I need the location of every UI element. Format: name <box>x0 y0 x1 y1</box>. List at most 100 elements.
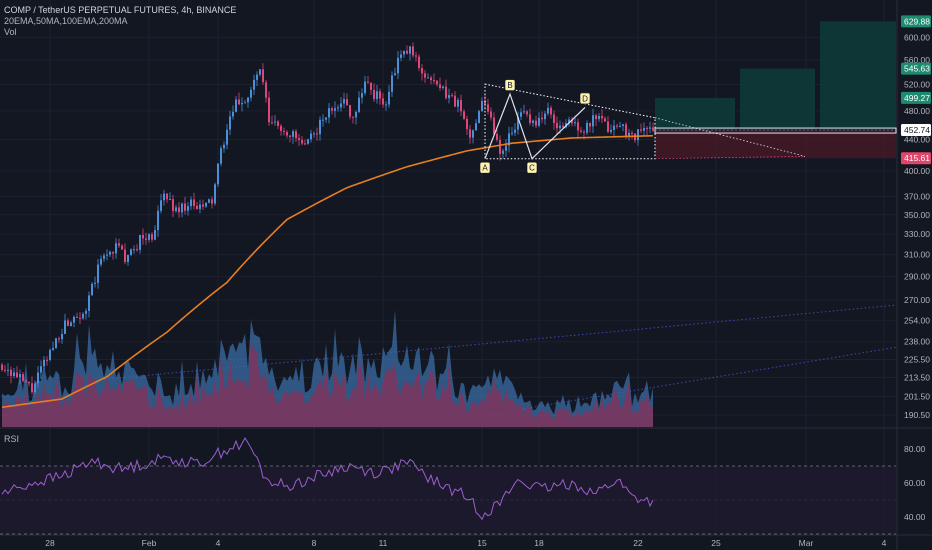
price-axis[interactable]: 600.00 560.00 520.00 480.00 440.00 400.00 370.… <box>904 32 930 420</box>
candle[interactable] <box>364 75 366 96</box>
pattern-point-c[interactable]: C <box>526 161 538 174</box>
candle[interactable] <box>325 117 327 123</box>
candle[interactable] <box>214 182 216 206</box>
candle[interactable] <box>163 189 165 206</box>
candle[interactable] <box>85 308 87 320</box>
candle[interactable] <box>292 129 294 145</box>
pattern-point-b[interactable]: B <box>504 79 516 91</box>
candle[interactable] <box>100 255 102 267</box>
candle[interactable] <box>172 194 174 218</box>
candle[interactable] <box>442 85 444 90</box>
candle[interactable] <box>139 234 141 254</box>
indicator-legend[interactable]: 20EMA,50MA,100EMA,200MA <box>4 16 128 26</box>
candle[interactable] <box>436 80 438 87</box>
candle[interactable] <box>118 238 120 248</box>
candle[interactable] <box>349 104 351 120</box>
candle[interactable] <box>136 244 138 252</box>
candle[interactable] <box>184 196 186 215</box>
candle[interactable] <box>103 253 105 262</box>
candle[interactable] <box>151 232 153 243</box>
candle[interactable] <box>532 119 534 127</box>
candle[interactable] <box>421 64 423 81</box>
candle[interactable] <box>343 92 345 109</box>
candle[interactable] <box>148 233 150 243</box>
time-axis[interactable]: 28 Feb 4 8 11 15 18 22 25 Mar 4 <box>45 538 886 548</box>
candle[interactable] <box>472 129 474 144</box>
candle[interactable] <box>82 312 84 320</box>
candle[interactable] <box>109 250 111 257</box>
candle[interactable] <box>88 291 90 318</box>
rsi-indicator[interactable]: 80.00 60.00 40.00 <box>0 436 926 535</box>
candle[interactable] <box>376 84 378 104</box>
candle[interactable] <box>169 192 171 201</box>
candle[interactable] <box>631 130 633 140</box>
candle[interactable] <box>394 67 396 76</box>
candle[interactable] <box>406 45 408 55</box>
candle[interactable] <box>145 232 147 245</box>
candle[interactable] <box>637 128 639 146</box>
candle[interactable] <box>262 63 264 86</box>
candle[interactable] <box>124 243 126 265</box>
candle[interactable] <box>304 139 306 146</box>
candle[interactable] <box>175 204 177 213</box>
candle[interactable] <box>331 106 333 115</box>
candle[interactable] <box>199 199 201 214</box>
candle[interactable] <box>397 50 399 80</box>
candle[interactable] <box>388 85 390 108</box>
candle[interactable] <box>538 112 540 128</box>
candle[interactable] <box>352 116 354 124</box>
candle[interactable] <box>205 202 207 208</box>
candle[interactable] <box>277 119 279 130</box>
candle[interactable] <box>34 380 36 394</box>
candle[interactable] <box>259 69 261 77</box>
candle[interactable] <box>316 127 318 141</box>
candle[interactable] <box>271 115 273 125</box>
pattern-point-d[interactable]: D <box>579 92 591 105</box>
candle[interactable] <box>91 282 93 296</box>
candle[interactable] <box>628 128 630 141</box>
candle[interactable] <box>403 50 405 58</box>
candle[interactable] <box>97 258 99 289</box>
candle[interactable] <box>55 337 57 350</box>
candle[interactable] <box>502 148 504 159</box>
candle[interactable] <box>43 356 45 370</box>
candle[interactable] <box>58 336 60 343</box>
candle[interactable] <box>526 109 528 118</box>
candle[interactable] <box>568 116 570 127</box>
candle[interactable] <box>298 133 300 146</box>
candle[interactable] <box>616 123 618 129</box>
candle[interactable] <box>544 110 546 125</box>
candle[interactable] <box>463 109 465 121</box>
candle[interactable] <box>457 97 459 113</box>
candle[interactable] <box>46 356 48 366</box>
candle[interactable] <box>523 104 525 115</box>
candle[interactable] <box>448 88 450 104</box>
candle[interactable] <box>223 141 225 153</box>
candle[interactable] <box>613 119 615 137</box>
candle[interactable] <box>280 124 282 136</box>
candle[interactable] <box>193 192 195 210</box>
candle[interactable] <box>610 124 612 135</box>
candle[interactable] <box>52 341 54 352</box>
rsi-legend[interactable]: RSI <box>4 434 20 444</box>
candle[interactable] <box>79 312 81 324</box>
candle[interactable] <box>154 225 156 241</box>
candle[interactable] <box>217 162 219 188</box>
candle[interactable] <box>577 118 579 138</box>
candle[interactable] <box>604 116 606 122</box>
candle[interactable] <box>319 116 321 141</box>
candle[interactable] <box>580 127 582 134</box>
candle[interactable] <box>466 115 468 135</box>
candle[interactable] <box>4 364 6 373</box>
candle[interactable] <box>208 198 210 204</box>
candle[interactable] <box>160 193 162 214</box>
candle[interactable] <box>553 110 555 130</box>
candle[interactable] <box>379 88 381 105</box>
candle[interactable] <box>556 116 558 135</box>
candle[interactable] <box>295 129 297 143</box>
candle[interactable] <box>619 121 621 128</box>
candle[interactable] <box>415 51 417 62</box>
candle[interactable] <box>469 125 471 144</box>
candle[interactable] <box>493 112 495 136</box>
candle[interactable] <box>607 116 609 134</box>
